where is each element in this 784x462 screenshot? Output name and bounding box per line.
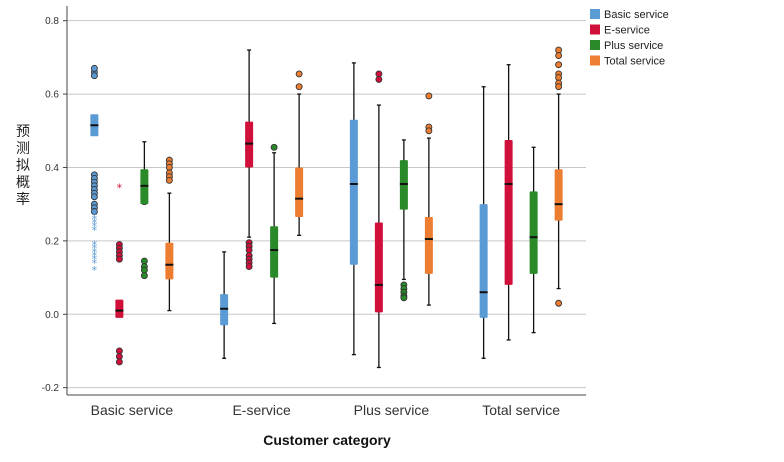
outlier-point (140, 272, 148, 280)
outlier-point (555, 52, 563, 59)
y-axis-title-char: 预 (16, 124, 30, 140)
outlier-point (245, 263, 253, 271)
box (270, 226, 279, 278)
outlier-point (425, 92, 433, 100)
extreme-point: * (117, 182, 123, 195)
box (374, 222, 383, 313)
extreme-point: * (92, 224, 98, 237)
extreme-point: * (92, 246, 98, 259)
category-label: E-service (232, 402, 291, 418)
y-tick-label: 0.0 (45, 310, 59, 321)
legend: Basic service E-service Plus service Total … (590, 9, 669, 68)
box (529, 191, 538, 274)
box (554, 169, 563, 221)
box (349, 119, 358, 265)
outlier-point (295, 83, 303, 91)
category-labels: Basic service E-service Plus service Total … (91, 402, 561, 418)
category-label: Plus service (354, 402, 430, 418)
outlier-point (425, 127, 433, 135)
outlier-point (165, 176, 173, 184)
x-axis-title: Customer category (263, 432, 391, 448)
extreme-point: * (92, 253, 98, 266)
outlier-point (90, 193, 98, 201)
legend-label: Plus service (604, 40, 663, 52)
box (115, 299, 124, 318)
outlier-point (90, 208, 98, 215)
y-axis-title-char: 测 (16, 141, 30, 157)
grid-lines (67, 20, 586, 389)
extreme-point: * (92, 209, 98, 222)
box (295, 167, 304, 218)
y-tick-label: 0.8 (45, 16, 59, 27)
box (479, 204, 488, 318)
extreme-point: * (92, 264, 98, 277)
y-axis-title-char: 率 (16, 191, 30, 208)
outlier-point (400, 294, 408, 302)
legend-swatch (590, 24, 600, 35)
category-label: Basic service (91, 402, 174, 418)
extreme-point: * (92, 217, 98, 230)
boxes (90, 114, 563, 326)
y-tick-label: 0.2 (45, 236, 59, 247)
y-tick-label: 0.4 (45, 163, 59, 174)
box (424, 217, 433, 274)
extreme-point: * (92, 213, 98, 226)
extreme-point: * (92, 242, 98, 255)
legend-label: Total service (604, 56, 665, 68)
extreme-point: * (92, 257, 98, 270)
y-tick-labels: -0.2 0.0 0.2 0.4 0.6 0.8 (42, 16, 60, 394)
legend-label: Basic service (604, 9, 669, 21)
category-label: Total service (482, 402, 560, 418)
box (504, 139, 513, 285)
outlier-point (270, 143, 278, 151)
axes (63, 6, 586, 396)
outlier-point (375, 75, 383, 83)
outlier-point (555, 83, 563, 91)
outlier-point (555, 299, 563, 307)
legend-swatch (590, 55, 600, 66)
y-axis-title-char: 拟 (16, 158, 30, 174)
y-tick-label: 0.6 (45, 90, 59, 101)
outlier-point (90, 72, 98, 80)
legend-swatch (590, 9, 600, 19)
extreme-point: * (92, 250, 98, 263)
outlier-point (90, 64, 98, 72)
extreme-point: * (92, 239, 98, 252)
extreme-point: * (92, 220, 98, 233)
y-tick-label: -0.2 (42, 383, 60, 394)
outlier-point (115, 358, 123, 366)
y-axis-title-char: 概 (16, 175, 30, 191)
outlier-point (115, 255, 123, 263)
legend-swatch (590, 40, 600, 50)
outlier-point (555, 61, 563, 69)
y-axis-title: 预测拟概率 (16, 124, 30, 208)
outlier-points: ************* (90, 46, 563, 366)
outlier-point (295, 70, 303, 78)
box (165, 242, 174, 280)
legend-label: E-service (604, 25, 650, 37)
